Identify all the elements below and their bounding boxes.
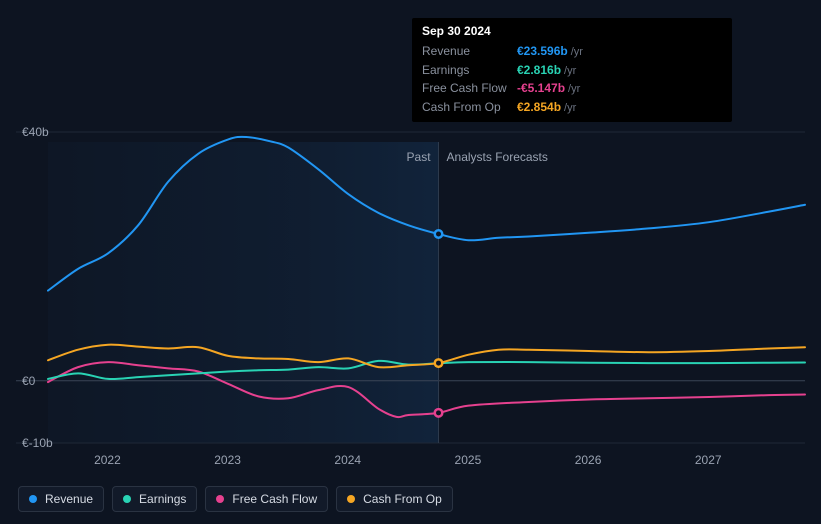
data-tooltip: Sep 30 2024 Revenue€23.596b/yrEarnings€2… [412,18,732,122]
tooltip-row: Revenue€23.596b/yr [422,42,722,61]
tooltip-metric-unit: /yr [564,100,576,117]
legend-dot-icon [123,495,131,503]
tooltip-metric-label: Free Cash Flow [422,79,517,97]
legend-label: Revenue [45,492,93,506]
tooltip-metric-value: -€5.147b [517,79,565,97]
tooltip-metric-value: €2.854b [517,98,561,116]
x-tick-label: 2022 [94,453,121,467]
tooltip-metric-unit: /yr [568,81,580,98]
legend-label: Free Cash Flow [232,492,317,506]
y-tick-label: €-10b [22,436,53,450]
legend-item-cash_from_op[interactable]: Cash From Op [336,486,453,512]
legend-item-earnings[interactable]: Earnings [112,486,197,512]
tooltip-metric-value: €23.596b [517,42,568,60]
tooltip-metric-unit: /yr [564,63,576,80]
legend-label: Cash From Op [363,492,442,506]
tooltip-row: Free Cash Flow-€5.147b/yr [422,79,722,98]
legend: Revenue Earnings Free Cash Flow Cash From O… [18,486,453,512]
tooltip-metric-value: €2.816b [517,61,561,79]
legend-dot-icon [29,495,37,503]
legend-label: Earnings [139,492,186,506]
legend-item-free_cash_flow[interactable]: Free Cash Flow [205,486,328,512]
tooltip-metric-label: Cash From Op [422,98,517,116]
legend-dot-icon [347,495,355,503]
x-tick-label: 2026 [575,453,602,467]
tooltip-metric-unit: /yr [571,44,583,61]
legend-dot-icon [216,495,224,503]
y-tick-label: €0 [22,374,35,388]
past-section-label: Past [407,150,431,164]
tooltip-row: Cash From Op€2.854b/yr [422,98,722,117]
x-tick-label: 2025 [455,453,482,467]
x-tick-label: 2024 [334,453,361,467]
tooltip-metric-label: Earnings [422,61,517,79]
y-tick-label: €40b [22,125,49,139]
tooltip-title: Sep 30 2024 [422,24,722,38]
legend-item-revenue[interactable]: Revenue [18,486,104,512]
tooltip-row: Earnings€2.816b/yr [422,61,722,80]
forecast-section-label: Analysts Forecasts [447,150,548,164]
x-tick-label: 2023 [214,453,241,467]
x-tick-label: 2027 [695,453,722,467]
tooltip-metric-label: Revenue [422,42,517,60]
